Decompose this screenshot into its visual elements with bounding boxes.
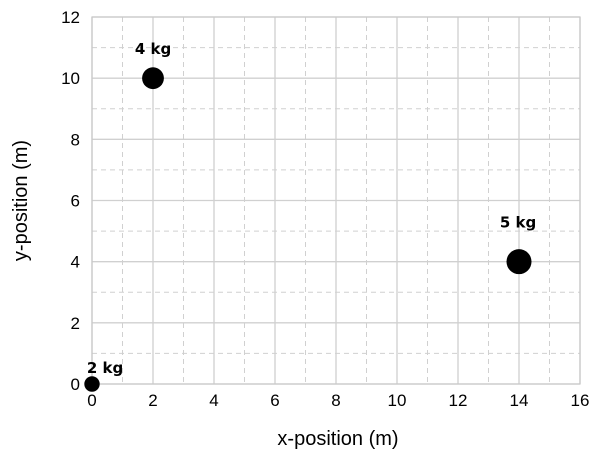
y-tick-label: 8	[71, 130, 80, 149]
y-axis-title: y-position (m)	[10, 140, 32, 261]
y-tick-label: 6	[71, 192, 80, 211]
plot-frame	[91, 16, 581, 385]
x-tick-label: 4	[209, 391, 218, 410]
y-axis-tick-labels: 0 2 4 6 8 10 12	[61, 8, 80, 394]
mass-label: 5 kg	[500, 214, 536, 232]
x-tick-label: 14	[510, 391, 529, 410]
x-tick-label: 2	[148, 391, 157, 410]
mass-point	[84, 376, 100, 392]
data-points	[84, 67, 532, 392]
x-tick-label: 10	[388, 391, 407, 410]
x-tick-label: 16	[571, 391, 590, 410]
y-tick-label: 10	[61, 69, 80, 88]
mass-point	[142, 67, 164, 90]
point-labels: 2 kg 4 kg 5 kg	[87, 40, 536, 377]
y-tick-label: 2	[71, 314, 80, 333]
x-tick-label: 8	[331, 391, 340, 410]
x-tick-label: 0	[87, 391, 96, 410]
y-tick-label: 12	[61, 8, 80, 27]
y-tick-label: 0	[71, 375, 80, 394]
x-axis-tick-labels: 0 2 4 6 8 10 12 14 16	[87, 391, 589, 410]
major-grid	[91, 16, 581, 385]
x-tick-label: 12	[449, 391, 468, 410]
x-axis-title: x-position (m)	[277, 428, 398, 450]
mass-label: 4 kg	[135, 40, 171, 58]
y-tick-label: 4	[71, 253, 80, 272]
mass-point	[506, 249, 532, 275]
mass-label: 2 kg	[87, 359, 123, 377]
x-tick-label: 6	[270, 391, 279, 410]
